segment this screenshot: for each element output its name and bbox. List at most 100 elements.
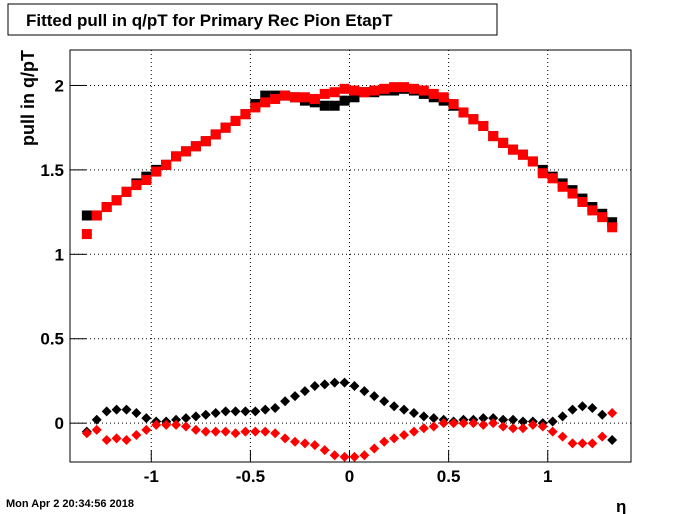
square-marker (379, 83, 390, 94)
x-tick-label: 0.5 (437, 467, 461, 486)
square-marker (527, 156, 538, 167)
diamond-marker (319, 445, 330, 456)
y-tick-label: 0 (55, 414, 64, 433)
diamond-marker (408, 408, 419, 419)
diamond-marker (567, 438, 578, 449)
diamond-marker (180, 421, 191, 432)
diamond-marker (171, 419, 182, 430)
square-marker (131, 180, 142, 191)
square-marker (349, 92, 360, 103)
diamond-marker (527, 419, 538, 430)
square-marker (587, 205, 598, 216)
diamond-marker (597, 409, 608, 420)
diamond-marker (200, 409, 211, 420)
diamond-marker (260, 426, 271, 437)
diamond-marker (508, 423, 519, 434)
diamond-marker (498, 414, 509, 425)
diamond-marker (240, 426, 251, 437)
square-marker (81, 210, 92, 221)
square-marker (250, 102, 261, 113)
diamond-marker (537, 421, 548, 432)
square-marker (260, 90, 271, 101)
diamond-marker (111, 404, 122, 415)
diamond-marker (289, 436, 300, 447)
square-marker (399, 82, 410, 93)
diamond-marker (289, 391, 300, 402)
diamond-marker (220, 426, 231, 437)
diamond-marker (379, 436, 390, 447)
diamond-marker (329, 377, 340, 388)
square-marker (329, 100, 340, 111)
square-marker (557, 181, 568, 192)
diamond-marker (230, 406, 241, 417)
square-marker (220, 122, 231, 133)
x-tick-label: 0 (345, 467, 354, 486)
diamond-marker (488, 418, 499, 429)
diamond-marker (171, 414, 182, 425)
square-marker (161, 159, 172, 170)
square-marker (111, 195, 122, 206)
diamond-marker (270, 402, 281, 413)
diamond-marker (458, 418, 469, 429)
diamond-marker (508, 414, 519, 425)
diamond-marker (498, 421, 509, 432)
diamond-marker (399, 404, 410, 415)
square-marker (577, 196, 588, 207)
square-marker (389, 82, 400, 93)
diamond-marker (587, 402, 598, 413)
diamond-marker (91, 424, 102, 435)
diamond-marker (101, 435, 112, 446)
square-marker (537, 168, 548, 179)
square-marker (270, 93, 281, 104)
square-marker (468, 114, 479, 125)
diamond-marker (369, 391, 380, 402)
square-marker (567, 188, 578, 199)
diamond-marker (210, 426, 221, 437)
square-marker (369, 85, 380, 96)
square-marker (141, 175, 152, 186)
diamond-marker (428, 421, 439, 432)
diamond-marker (309, 440, 320, 451)
diamond-marker (280, 396, 291, 407)
diamond-marker (607, 408, 618, 419)
square-marker (428, 88, 439, 99)
diamond-marker (180, 413, 191, 424)
diamond-marker (418, 411, 429, 422)
diamond-marker (190, 411, 201, 422)
square-marker (240, 109, 251, 120)
diamond-marker (270, 428, 281, 439)
diamond-marker (131, 408, 142, 419)
square-marker (488, 131, 499, 142)
diamond-marker (577, 401, 588, 412)
diamond-marker (349, 381, 360, 392)
square-marker (280, 90, 291, 101)
square-marker (339, 83, 350, 94)
diamond-marker (478, 419, 489, 430)
square-marker (607, 217, 618, 228)
diamond-marker (210, 408, 221, 419)
square-marker (260, 97, 271, 108)
square-marker (190, 141, 201, 152)
square-marker (101, 202, 112, 213)
diamond-marker (517, 416, 528, 427)
square-marker (359, 87, 370, 98)
diamond-marker (607, 435, 618, 446)
square-marker (458, 107, 469, 118)
diamond-marker (141, 424, 152, 435)
square-marker (418, 85, 429, 96)
diamond-marker (111, 433, 122, 444)
square-marker (180, 146, 191, 157)
diamond-marker (131, 429, 142, 440)
square-marker (597, 212, 608, 223)
x-tick-label: 1 (543, 467, 552, 486)
diamond-marker (349, 451, 360, 462)
square-marker (408, 83, 419, 94)
diamond-marker (369, 443, 380, 454)
square-marker (210, 129, 221, 140)
diamond-marker (488, 413, 499, 424)
square-marker (498, 137, 509, 148)
diamond-marker (151, 419, 162, 430)
diamond-marker (547, 416, 558, 427)
square-marker (81, 229, 92, 240)
